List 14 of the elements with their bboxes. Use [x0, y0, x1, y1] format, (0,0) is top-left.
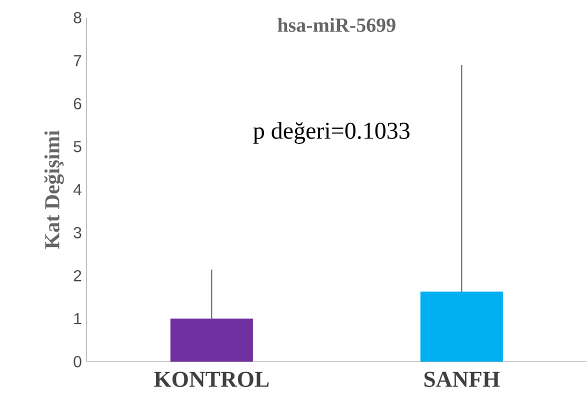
y-tick-label: 2 — [74, 270, 82, 282]
y-tick-label: 3 — [74, 227, 82, 238]
x-tick-label: SANFH — [424, 372, 500, 387]
annotation: p değeri=0.1033 — [253, 122, 410, 144]
y-tick-label: 4 — [73, 184, 82, 196]
y-tick-label: 7 — [74, 55, 82, 66]
y-axis-title: Kat Değişimi — [44, 130, 64, 249]
y-tick-label: 0 — [74, 356, 82, 368]
x-tick-label: KONTROL — [154, 372, 269, 387]
y-tick-label: 5 — [74, 141, 82, 152]
y-tick-label: 1 — [74, 313, 82, 324]
y-tick-label: 6 — [74, 98, 82, 110]
chart-title: hsa-miR-5699 — [278, 18, 396, 32]
y-tick-label: 8 — [74, 12, 82, 24]
